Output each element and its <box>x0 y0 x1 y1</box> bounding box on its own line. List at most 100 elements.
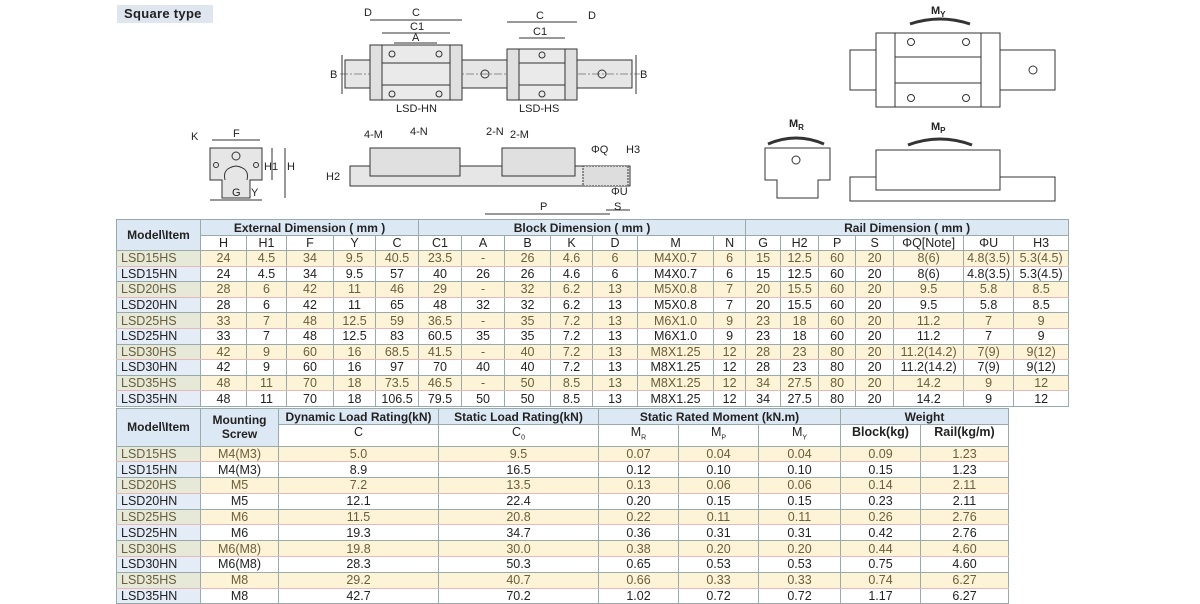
table-cell: 13.5 <box>438 477 599 494</box>
table-cell: 0.33 <box>678 571 759 589</box>
table-cell: 20 <box>855 296 895 314</box>
column-header-text: C <box>512 425 522 439</box>
table-cell: 6 <box>592 250 639 267</box>
table-cell: 23 <box>745 312 782 329</box>
table-row: LSD35HN 48 11 70 18 106.5 79.5 50 50 8.5 13 M8X1.25… <box>116 390 1070 407</box>
table-cell: 0.72 <box>758 587 841 604</box>
table-cell: 0.26 <box>840 508 921 526</box>
side-view-drawing: 4-M 4-N 2-N 2-M ΦQ H3 H2 ΦU P S <box>326 126 640 215</box>
table-cell: 18 <box>333 374 376 392</box>
table-cell: 34.7 <box>438 524 599 542</box>
table-cell: 6 <box>592 265 639 283</box>
table-cell: 32 <box>504 281 552 298</box>
table-cell: 40 <box>418 265 463 283</box>
table-cell: 50 <box>461 390 506 407</box>
table-cell: 6 <box>713 250 747 267</box>
column-header: H2 <box>780 235 820 251</box>
table-cell: 9.5 <box>333 250 376 267</box>
table-cell: 4.5 <box>246 265 287 283</box>
table-cell: M6X1.0 <box>637 327 715 345</box>
table-cell: 26 <box>461 265 506 283</box>
table-cell: 42 <box>286 281 334 298</box>
column-header: MY <box>758 424 841 447</box>
table-cell: 20 <box>855 327 895 345</box>
table-cell: 8(6) <box>893 250 965 267</box>
table-cell: 28 <box>745 359 782 376</box>
table-row: LSD20HS 28 6 42 11 46 29-32 6.2 13 M5X0.8 7 20 15.5 6… <box>116 281 1070 298</box>
table-cell: 5.3(4.5) <box>1013 265 1070 283</box>
table-cell: 13 <box>592 327 639 345</box>
model-header: Model\Item <box>116 219 201 251</box>
table-cell: 29.2 <box>278 571 439 589</box>
table-cell: 12 <box>713 374 747 392</box>
table-cell: 60 <box>818 296 857 314</box>
section-title: Square type <box>117 5 213 23</box>
table-cell: 1.02 <box>598 587 679 604</box>
dim-label-s: S <box>614 201 621 213</box>
model-cell: LSD35HS <box>116 374 201 392</box>
table-cell: 11 <box>333 281 376 298</box>
dim-label-f: F <box>233 128 240 140</box>
static-load-header: Static Load Rating(kN) <box>438 408 599 425</box>
table-cell: 106.5 <box>374 390 420 407</box>
table-cell: 6 <box>246 281 287 298</box>
model-cell: LSD15HS <box>116 445 201 463</box>
table-cell: 0.33 <box>758 571 841 589</box>
table-cell: 7 <box>713 296 747 314</box>
table-cell: 0.74 <box>840 571 921 589</box>
model-cell: LSD25HN <box>116 524 201 542</box>
table-cell: M6(M8) <box>200 540 279 558</box>
table-cell: M5 <box>200 477 279 494</box>
table-cell: 0.20 <box>678 540 759 558</box>
table-cell: 4.60 <box>920 540 1009 558</box>
column-header: S <box>855 235 895 251</box>
table-cell: 60 <box>818 250 857 267</box>
table-cell: 20 <box>855 312 895 329</box>
column-header-text: C <box>353 425 364 439</box>
column-header-text: M <box>710 425 722 439</box>
model-cell: LSD35HN <box>116 587 201 604</box>
table-cell: 59 <box>374 312 420 329</box>
table-cell: 7 <box>246 327 287 345</box>
table-cell: 7.2 <box>550 359 594 376</box>
table-cell: 5.0 <box>278 445 439 463</box>
table-cell: 12 <box>713 390 747 407</box>
table-cell: 35 <box>461 327 506 345</box>
table-cell: 5.8 <box>963 296 1015 314</box>
column-header-subscript: 0 <box>521 434 525 442</box>
table-cell: 35 <box>504 312 552 329</box>
table-cell: 8.5 <box>550 390 594 407</box>
table-cell: 7.2 <box>278 477 439 494</box>
table-cell: 79.5 <box>418 390 463 407</box>
table-cell: 70 <box>418 359 463 376</box>
table-cell: 12 <box>713 343 747 361</box>
dim-label-2n: 2-N <box>486 126 504 138</box>
table-cell: - <box>461 250 506 267</box>
table-cell: 7.2 <box>550 343 594 361</box>
column-header: Y <box>333 235 376 251</box>
column-header-text: Rail(kg/m) <box>934 425 995 439</box>
dim-label-b: B <box>330 69 337 81</box>
table-cell: 11.2(14.2) <box>893 359 965 376</box>
table-cell: - <box>461 374 506 392</box>
table-cell: M8X1.25 <box>637 359 715 376</box>
table-cell: 9 <box>1013 312 1070 329</box>
column-header: K <box>550 235 594 251</box>
table-cell: 7(9) <box>963 343 1015 361</box>
table-cell: 6.2 <box>550 281 594 298</box>
table-cell: 9 <box>963 374 1015 392</box>
table-cell: M4X0.7 <box>637 250 715 267</box>
table-cell: 11 <box>333 296 376 314</box>
table-cell: 0.13 <box>598 477 679 494</box>
table-cell: 57 <box>374 265 420 283</box>
dim-label-d: D <box>364 7 372 19</box>
table-cell: 0.53 <box>758 556 841 573</box>
column-header: ΦU <box>963 235 1015 251</box>
table-cell: 16.5 <box>438 461 599 479</box>
table-cell: 36.5 <box>418 312 463 329</box>
table-cell: 7 <box>963 327 1015 345</box>
table-cell: 20 <box>855 343 895 361</box>
table-cell: 0.22 <box>598 508 679 526</box>
table-cell: 0.14 <box>840 477 921 494</box>
table-cell: 20 <box>745 296 782 314</box>
